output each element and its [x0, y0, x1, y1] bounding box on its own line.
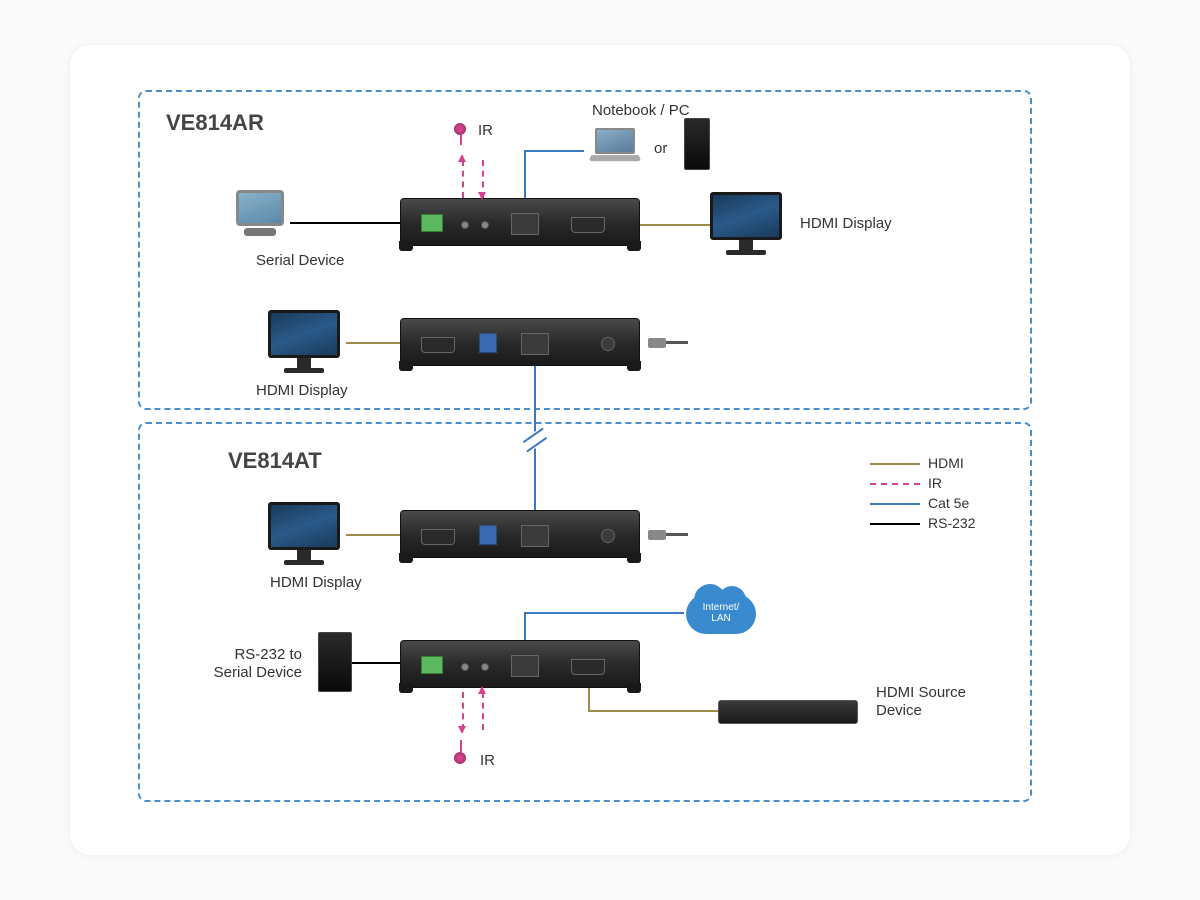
ir-bottom-label: IR — [480, 752, 495, 770]
legend-ir-label: IR — [928, 475, 942, 491]
at-back-panel — [400, 640, 640, 688]
internet-lan-cloud: Internet/ LAN — [686, 594, 756, 634]
at-back-eth-port — [511, 655, 539, 677]
ar-front-panel — [400, 318, 640, 366]
legend: HDMI IR Cat 5e RS-232 — [870, 455, 975, 531]
ar-back-hdmi-port — [571, 217, 605, 233]
legend-hdmi: HDMI — [870, 455, 975, 471]
at-back-ir-jack-1 — [461, 663, 469, 671]
cloud-label: Internet/ LAN — [703, 602, 740, 624]
ar-back-rs232-port — [421, 214, 443, 232]
at-front-dip — [479, 525, 497, 545]
ir-sensor-bottom — [454, 752, 466, 764]
hdmi-display-t1-label: HDMI Display — [270, 574, 362, 592]
serial-device-label: Serial Device — [256, 252, 344, 270]
cat5e-to-cloud-h — [524, 612, 684, 614]
ar-back-ir-jack-2 — [481, 221, 489, 229]
ir-top-label: IR — [478, 122, 493, 140]
at-back-rs232-port — [421, 656, 443, 674]
rs232-line-ar — [290, 222, 400, 224]
serial-device-icon — [232, 190, 288, 240]
legend-cat5e: Cat 5e — [870, 495, 975, 511]
rs232-line-at — [352, 662, 400, 664]
ar-back-eth-port — [511, 213, 539, 235]
section-ar-title: VE814AR — [166, 110, 264, 136]
notebook-icon — [590, 128, 640, 166]
hdmi-display-r1-label: HDMI Display — [800, 215, 892, 233]
notebook-pc-label: Notebook / PC — [592, 102, 690, 120]
ar-front-hdmi-port — [421, 337, 455, 353]
cat5e-to-cloud-v — [524, 612, 526, 640]
hdmi-display-r1 — [710, 192, 782, 255]
hdmi-source-label: HDMI Source Device — [876, 684, 966, 720]
rs232-label: RS-232 to Serial Device — [192, 646, 302, 682]
at-front-eth-port — [521, 525, 549, 547]
at-front-panel — [400, 510, 640, 558]
at-front-hdmi-port — [421, 529, 455, 545]
ar-back-ir-jack-1 — [461, 221, 469, 229]
ir-sensor-top — [454, 123, 466, 135]
hdmi-display-t1 — [268, 502, 340, 565]
section-at-title: VE814AT — [228, 448, 322, 474]
rs232-serial-device-icon — [318, 632, 352, 692]
hdmi-line-at1 — [346, 534, 400, 536]
at-dc-plug — [648, 530, 688, 540]
hdmi-display-r2 — [268, 310, 340, 373]
ar-front-eth-port — [521, 333, 549, 355]
ar-dc-plug — [648, 338, 688, 348]
hdmi-to-source-h — [588, 710, 718, 712]
or-label: or — [654, 140, 667, 158]
legend-rs232: RS-232 — [870, 515, 975, 531]
ar-front-dc-port — [601, 337, 615, 351]
cat5e-ar-to-pc — [524, 150, 526, 198]
ar-back-panel — [400, 198, 640, 246]
hdmi-source-device-icon — [718, 700, 858, 724]
legend-rs232-label: RS-232 — [928, 515, 975, 531]
legend-ir: IR — [870, 475, 975, 491]
hdmi-line-ar2 — [346, 342, 400, 344]
hdmi-display-r2-label: HDMI Display — [256, 382, 348, 400]
at-front-dc-port — [601, 529, 615, 543]
at-back-hdmi-port — [571, 659, 605, 675]
hdmi-line-ar1 — [640, 224, 710, 226]
legend-hdmi-label: HDMI — [928, 455, 964, 471]
ar-front-dip — [479, 333, 497, 353]
pc-tower-icon — [684, 118, 710, 170]
at-back-ir-jack-2 — [481, 663, 489, 671]
legend-cat5e-label: Cat 5e — [928, 495, 969, 511]
hdmi-to-source-v — [588, 688, 590, 710]
